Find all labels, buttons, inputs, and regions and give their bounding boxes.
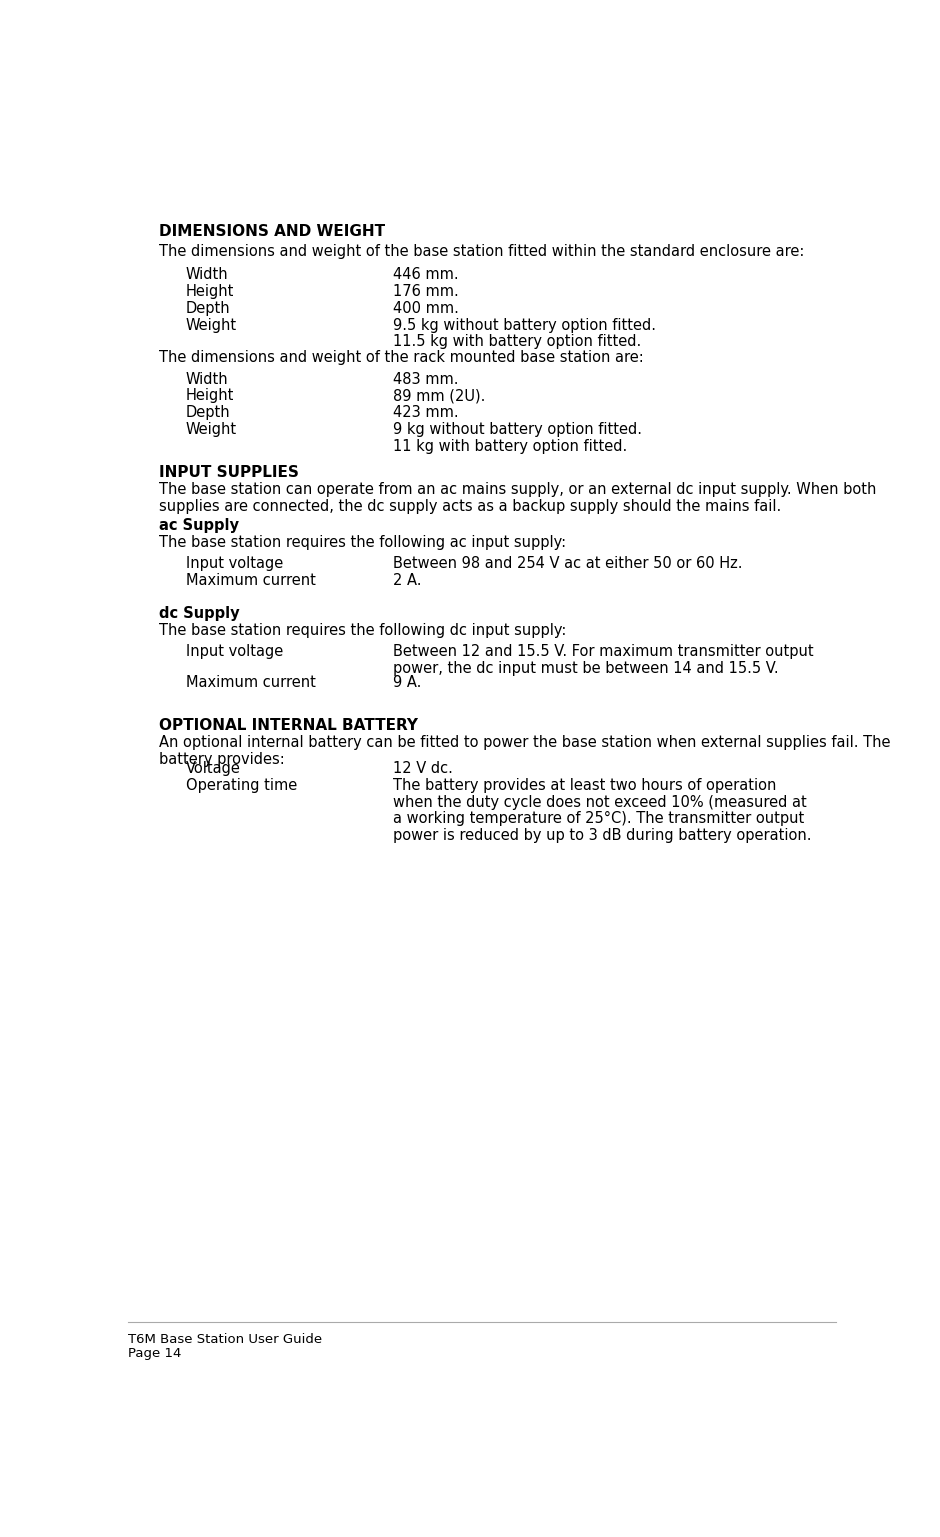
Text: 9 kg without battery option fitted.: 9 kg without battery option fitted. [393,423,642,438]
Text: Depth: Depth [186,406,230,421]
Text: 2 A.: 2 A. [393,573,421,589]
Text: ac Supply: ac Supply [159,518,239,533]
Text: Height: Height [186,389,234,404]
Text: Input voltage: Input voltage [186,644,283,659]
Text: Maximum current: Maximum current [186,573,316,589]
Text: 12 V dc.: 12 V dc. [393,761,452,776]
Text: when the duty cycle does not exceed 10% (measured at: when the duty cycle does not exceed 10% … [393,795,807,810]
Text: DIMENSIONS AND WEIGHT: DIMENSIONS AND WEIGHT [159,224,384,240]
Text: 9 A.: 9 A. [393,675,421,690]
Text: Voltage: Voltage [186,761,241,776]
Text: dc Supply: dc Supply [159,606,239,621]
Text: Operating time: Operating time [186,778,297,793]
Text: 9.5 kg without battery option fitted.: 9.5 kg without battery option fitted. [393,318,655,332]
Text: The base station requires the following dc input supply:: The base station requires the following … [159,622,566,638]
Text: Height: Height [186,284,234,298]
Text: supplies are connected, the dc supply acts as a backup supply should the mains f: supplies are connected, the dc supply ac… [159,500,781,513]
Text: Input voltage: Input voltage [186,556,283,572]
Text: 11 kg with battery option fitted.: 11 kg with battery option fitted. [393,440,627,453]
Text: The dimensions and weight of the base station fitted within the standard enclosu: The dimensions and weight of the base st… [159,244,804,258]
Text: power is reduced by up to 3 dB during battery operation.: power is reduced by up to 3 dB during ba… [393,828,811,842]
Text: Width: Width [186,372,228,386]
Text: a working temperature of 25°C). The transmitter output: a working temperature of 25°C). The tran… [393,812,804,827]
Text: OPTIONAL INTERNAL BATTERY: OPTIONAL INTERNAL BATTERY [159,718,417,733]
Text: 89 mm (2U).: 89 mm (2U). [393,389,485,404]
Text: INPUT SUPPLIES: INPUT SUPPLIES [159,466,299,481]
Text: 423 mm.: 423 mm. [393,406,459,421]
Text: power, the dc input must be between 14 and 15.5 V.: power, the dc input must be between 14 a… [393,661,778,676]
Text: 400 mm.: 400 mm. [393,301,459,315]
Text: Weight: Weight [186,318,237,332]
Text: Maximum current: Maximum current [186,675,316,690]
Text: Between 98 and 254 V ac at either 50 or 60 Hz.: Between 98 and 254 V ac at either 50 or … [393,556,742,572]
Text: The base station can operate from an ac mains supply, or an external dc input su: The base station can operate from an ac … [159,483,876,498]
Text: The base station requires the following ac input supply:: The base station requires the following … [159,535,566,550]
Text: The battery provides at least two hours of operation: The battery provides at least two hours … [393,778,776,793]
Text: 446 mm.: 446 mm. [393,267,459,281]
Text: 176 mm.: 176 mm. [393,284,459,298]
Text: An optional internal battery can be fitted to power the base station when extern: An optional internal battery can be fitt… [159,735,890,750]
Text: Page 14: Page 14 [128,1346,180,1360]
Text: Depth: Depth [186,301,230,315]
Text: 483 mm.: 483 mm. [393,372,458,386]
Text: Between 12 and 15.5 V. For maximum transmitter output: Between 12 and 15.5 V. For maximum trans… [393,644,813,659]
Text: Width: Width [186,267,228,281]
Text: 11.5 kg with battery option fitted.: 11.5 kg with battery option fitted. [393,334,641,349]
Text: battery provides:: battery provides: [159,752,284,767]
Text: T6M Base Station User Guide: T6M Base Station User Guide [128,1333,321,1345]
Text: The dimensions and weight of the rack mounted base station are:: The dimensions and weight of the rack mo… [159,350,643,364]
Text: Weight: Weight [186,423,237,438]
